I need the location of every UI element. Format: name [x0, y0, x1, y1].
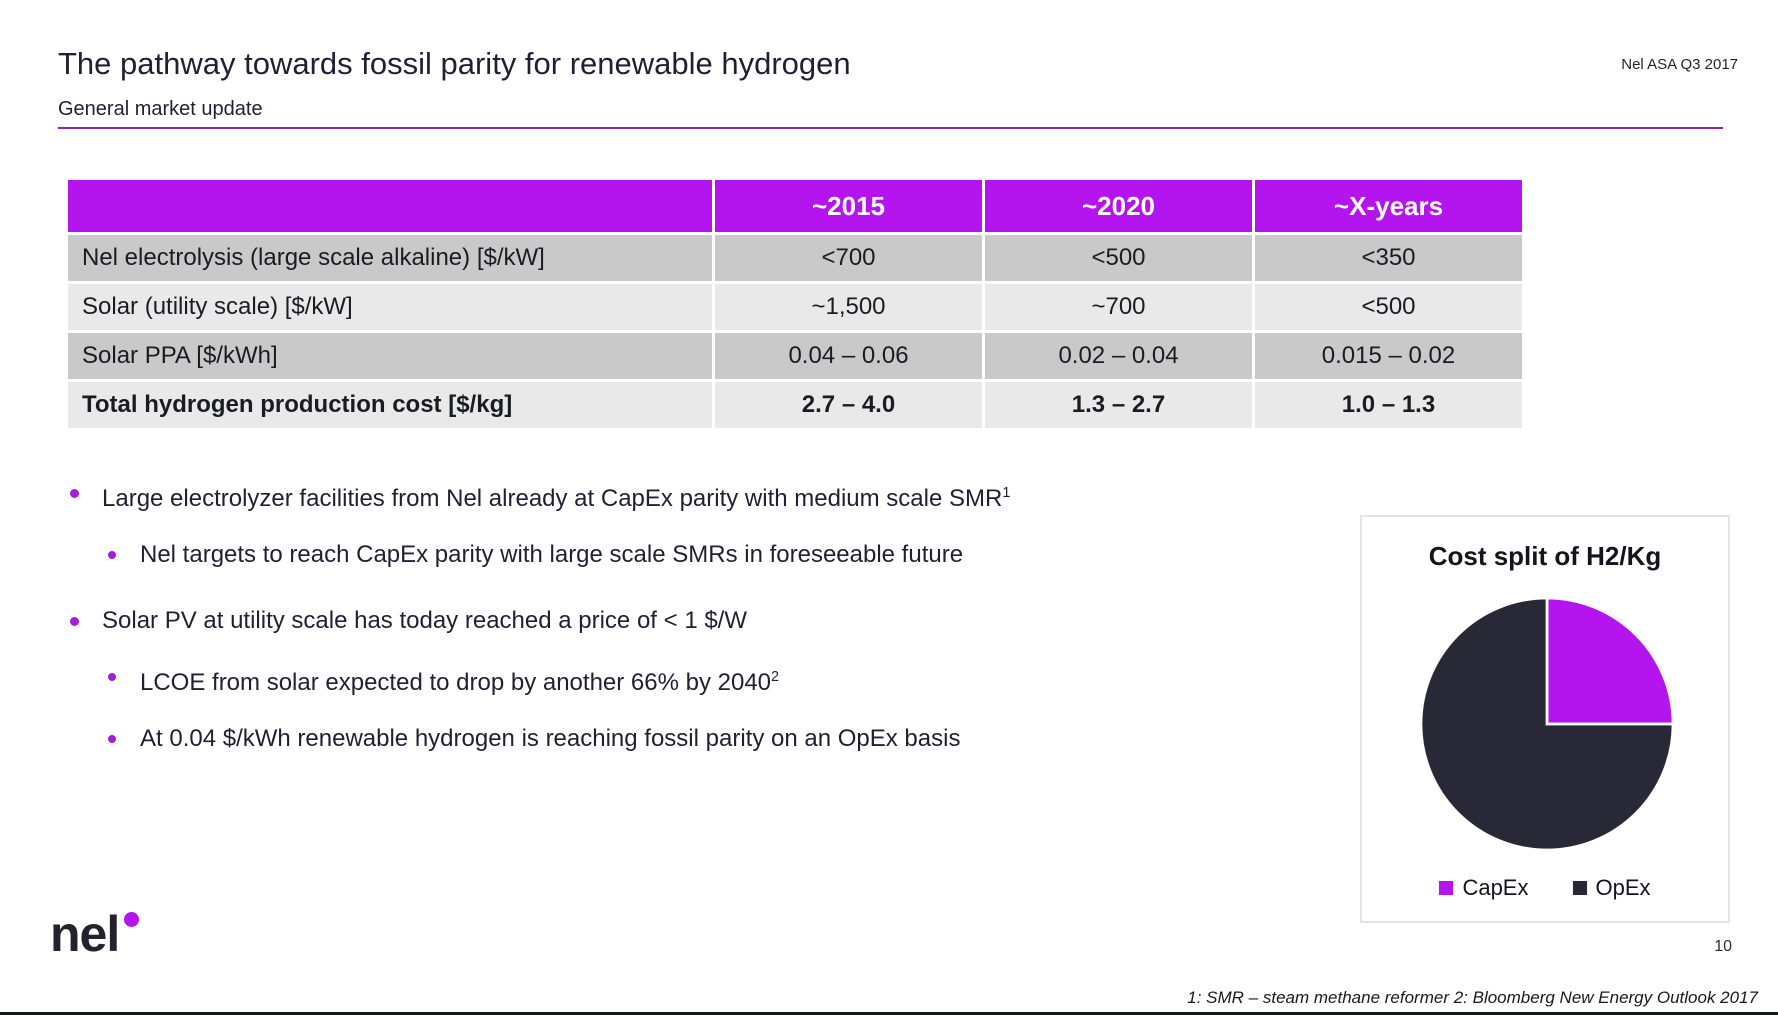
table-row-label: Solar (utility scale) [$/kW]: [68, 284, 712, 330]
page-number: 10: [1714, 938, 1732, 955]
bullet-dot-icon: [108, 735, 116, 743]
bullet-item: LCOE from solar expected to drop by anot…: [68, 662, 1278, 698]
table-header-cell: ~2015: [715, 180, 982, 232]
legend-item: CapEx: [1439, 875, 1529, 901]
bullet-list: Large electrolyzer facilities from Nel a…: [68, 478, 1278, 754]
bullet-text: Large electrolyzer facilities from Nel a…: [102, 485, 1003, 512]
table-header-cell: ~2020: [985, 180, 1252, 232]
bullet-text: LCOE from solar expected to drop by anot…: [140, 669, 772, 696]
bullet-item: Large electrolyzer facilities from Nel a…: [68, 478, 1278, 514]
cost-split-chart-card: Cost split of H2/Kg CapEx OpEx: [1360, 515, 1730, 923]
chart-title: Cost split of H2/Kg: [1428, 541, 1662, 571]
nel-logo: nel: [50, 905, 140, 963]
chart-legend: CapEx OpEx: [1362, 875, 1728, 901]
table-cell-value: ~700: [985, 284, 1252, 330]
table-cell-value: 2.7 – 4.0: [715, 382, 982, 428]
table-cell-value: <350: [1255, 235, 1522, 281]
table-cell-value: 0.04 – 0.06: [715, 333, 982, 379]
bullet-text: Solar PV at utility scale has today reac…: [102, 607, 747, 634]
title-divider: [58, 127, 1723, 129]
table-header-cell: ~X-years: [1255, 180, 1522, 232]
legend-label: OpEx: [1595, 875, 1651, 900]
slide-bottom-border: [0, 1012, 1778, 1015]
slide-subtitle: General market update: [58, 98, 263, 120]
bullet-dot-icon: [70, 617, 79, 626]
table-row-label: Total hydrogen production cost [$/kg]: [68, 382, 712, 428]
legend-swatch-capex-icon: [1439, 881, 1454, 895]
bullet-text: At 0.04 $/kWh renewable hydrogen is reac…: [140, 725, 961, 752]
footnote-marker: 1: [1002, 485, 1011, 501]
table-cell-value: 1.0 – 1.3: [1255, 382, 1522, 428]
bullet-dot-icon: [108, 673, 116, 681]
table-cell-value: 0.015 – 0.02: [1255, 333, 1522, 379]
pie-chart: [1410, 587, 1684, 861]
legend-swatch-opex-icon: [1572, 881, 1587, 895]
table-cell-value: 0.02 – 0.04: [985, 333, 1252, 379]
bullet-dot-icon: [70, 489, 79, 498]
legend-label: CapEx: [1462, 875, 1529, 900]
table-cell-value: <500: [985, 235, 1252, 281]
bullet-item: Solar PV at utility scale has today reac…: [68, 606, 1278, 636]
table-row-label: Solar PPA [$/kWh]: [68, 333, 712, 379]
slide-title: The pathway towards fossil parity for re…: [58, 46, 851, 81]
footnote: 1: SMR – steam methane reformer 2: Bloom…: [1187, 988, 1758, 1007]
pie-chart-svg: [1419, 596, 1675, 852]
nel-logo-dot-icon: [124, 912, 140, 927]
table-cell-value: <500: [1255, 284, 1522, 330]
bullet-item: Nel targets to reach CapEx parity with l…: [68, 540, 1278, 570]
legend-item: OpEx: [1572, 875, 1651, 901]
bullet-text: Nel targets to reach CapEx parity with l…: [140, 541, 964, 568]
bullet-dot-icon: [108, 551, 116, 559]
pie-slice-opex: [1419, 596, 1675, 852]
table-cell-value: 1.3 – 2.7: [985, 382, 1252, 428]
pie-slice-capex: [1545, 596, 1675, 726]
nel-logo-text: nel: [50, 906, 120, 962]
footnote-marker: 2: [771, 669, 780, 685]
deck-reference: Nel ASA Q3 2017: [1621, 56, 1738, 73]
table-row-label: Nel electrolysis (large scale alkaline) …: [68, 235, 712, 281]
table-header-cell: [68, 180, 712, 232]
cost-comparison-table: ~2015 ~2020 ~X-years Nel electrolysis (larg…: [68, 180, 1522, 428]
table-cell-value: <700: [715, 235, 982, 281]
bullet-item: At 0.04 $/kWh renewable hydrogen is reac…: [68, 724, 1278, 754]
table-cell-value: ~1,500: [715, 284, 982, 330]
